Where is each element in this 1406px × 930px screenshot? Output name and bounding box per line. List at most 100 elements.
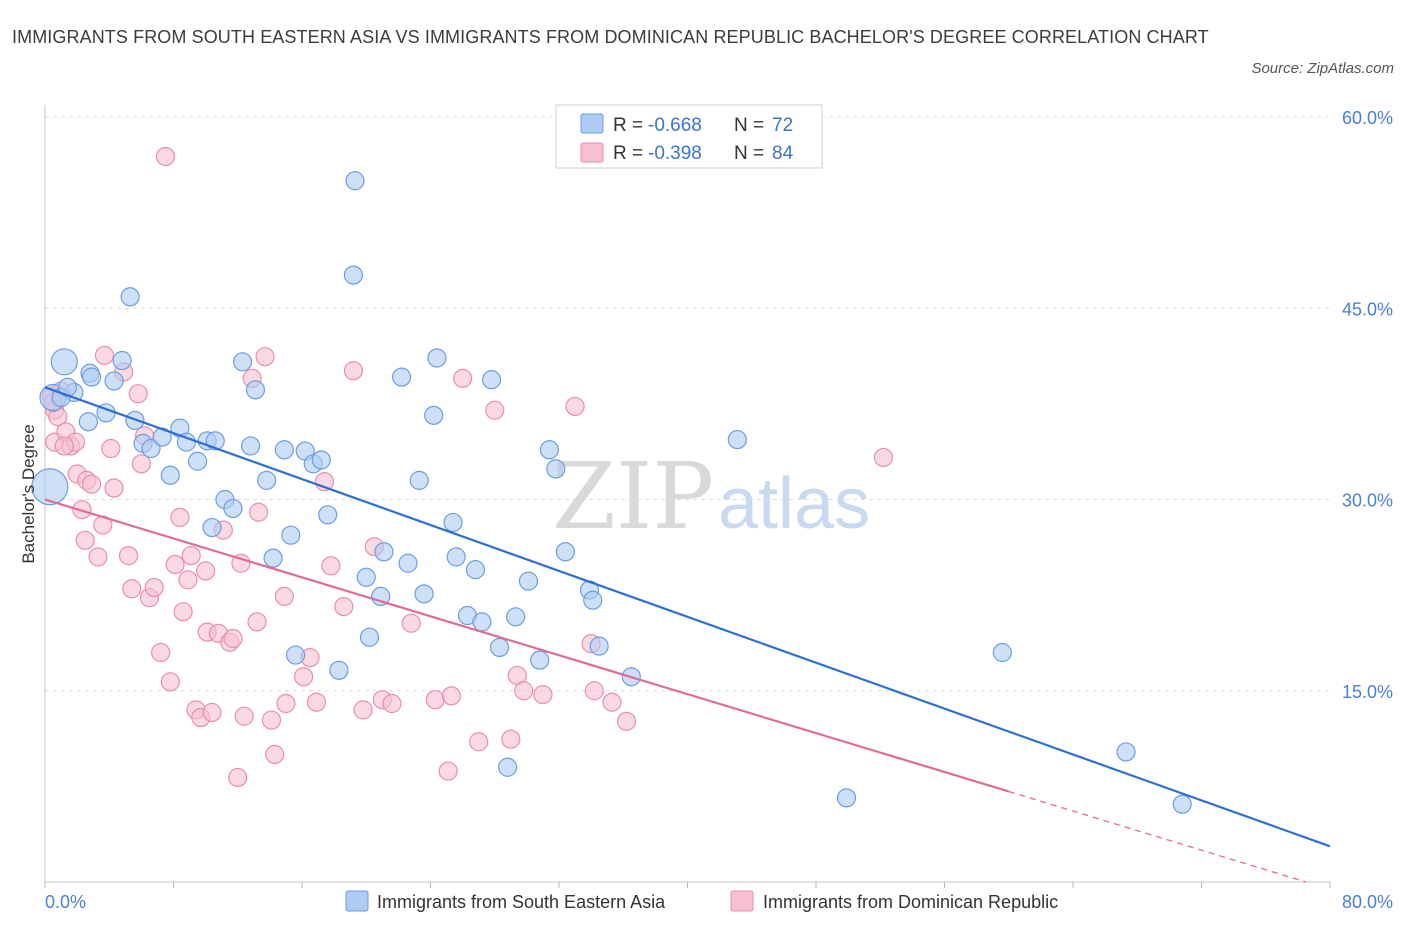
point-dominican-republic (247, 612, 267, 632)
point-south-eastern-asia (539, 440, 559, 460)
point-south-eastern-asia (583, 590, 603, 610)
point-south-eastern-asia (424, 405, 444, 425)
trend-lines (44, 386, 1331, 883)
watermark-atlas: atlas (718, 464, 870, 544)
series-dominican-republic-points (41, 146, 894, 788)
point-south-eastern-asia (202, 517, 222, 538)
point-dominican-republic (533, 684, 553, 705)
chart-title: IMMIGRANTS FROM SOUTH EASTERN ASIA VS IM… (12, 27, 1209, 47)
legend-swatch-blue (580, 113, 604, 134)
point-dominican-republic (274, 586, 294, 607)
point-dominican-republic (438, 761, 458, 781)
point-dominican-republic (81, 474, 102, 494)
point-south-eastern-asia (498, 757, 518, 777)
point-south-eastern-asia (472, 612, 492, 632)
point-dominican-republic (151, 642, 171, 663)
point-south-eastern-asia (141, 438, 161, 459)
point-south-eastern-asia (427, 348, 447, 368)
point-south-eastern-asia (359, 627, 380, 647)
point-dominican-republic (228, 767, 248, 788)
trendline-dominican-republic-extrapolated (1008, 790, 1307, 883)
point-dominican-republic (160, 672, 180, 692)
point-south-eastern-asia (257, 470, 277, 490)
point-dominican-republic (602, 692, 622, 712)
point-dominican-republic (306, 692, 327, 712)
point-dominican-republic (165, 554, 185, 575)
point-dominican-republic (122, 579, 142, 599)
point-south-eastern-asia (443, 512, 463, 533)
point-south-eastern-asia (160, 465, 180, 485)
point-south-eastern-asia (81, 367, 102, 387)
point-dominican-republic (276, 693, 296, 714)
point-dominican-republic (54, 436, 74, 456)
point-dominican-republic (118, 545, 139, 566)
point-south-eastern-asia (465, 560, 486, 580)
point-dominican-republic (144, 577, 164, 598)
point-south-eastern-asia (518, 571, 539, 591)
point-dominican-republic (202, 702, 222, 723)
legend-r-value-2: -0.398 (648, 143, 702, 164)
point-dominican-republic (196, 561, 216, 581)
point-dominican-republic (425, 690, 445, 710)
point-south-eastern-asia (727, 429, 747, 450)
point-dominican-republic (353, 700, 373, 720)
point-south-eastern-asia (285, 645, 306, 665)
gridlines (45, 116, 1330, 692)
point-dominican-republic (88, 547, 108, 567)
source-credit: Source: ZipAtlas.com (1251, 60, 1394, 77)
bottom-legend-label-blue: Immigrants from South Eastern Asia (377, 892, 666, 912)
point-south-eastern-asia (104, 371, 124, 391)
legend-n-value-2: 84 (772, 143, 794, 164)
point-dominican-republic (265, 744, 285, 765)
point-dominican-republic (255, 347, 275, 367)
bottom-legend-swatch-pink (730, 890, 754, 912)
point-dominican-republic (170, 507, 190, 527)
point-south-eastern-asia (992, 642, 1012, 663)
point-south-eastern-asia (245, 380, 266, 400)
point-dominican-republic (155, 146, 176, 167)
bottom-legend-swatch-blue (345, 890, 369, 912)
point-dominican-republic (75, 530, 95, 550)
point-dominican-republic (382, 693, 402, 714)
point-dominican-republic (401, 613, 421, 633)
point-south-eastern-asia (223, 498, 243, 519)
y-axis-title: Bachelor's Degree (19, 424, 38, 563)
point-south-eastern-asia (1116, 742, 1136, 762)
bottom-legend: Immigrants from South Eastern Asia Immig… (345, 890, 1058, 912)
point-south-eastern-asia (241, 436, 261, 456)
point-south-eastern-asia (374, 542, 394, 562)
point-dominican-republic (249, 502, 269, 522)
point-dominican-republic (234, 706, 254, 726)
point-dominican-republic (223, 628, 243, 649)
y-tick-label-30: 30.0% (1342, 491, 1393, 511)
point-dominican-republic (321, 556, 341, 576)
y-tick-label-60: 60.0% (1342, 108, 1393, 128)
point-dominican-republic (584, 681, 604, 701)
trendline-dominican-republic (44, 498, 1010, 793)
point-south-eastern-asia (50, 348, 78, 376)
trendline-south-eastern-asia (44, 386, 1331, 848)
point-dominican-republic (334, 596, 354, 617)
point-south-eastern-asia (120, 287, 140, 307)
point-dominican-republic (178, 570, 198, 590)
point-dominican-republic (616, 711, 637, 731)
point-south-eastern-asia (31, 468, 69, 506)
point-south-eastern-asia (589, 636, 609, 656)
point-south-eastern-asia (318, 505, 338, 525)
point-south-eastern-asia (343, 265, 363, 285)
point-south-eastern-asia (345, 171, 365, 191)
point-south-eastern-asia (232, 352, 253, 372)
point-south-eastern-asia (409, 470, 429, 490)
legend-r-label-2: R = (613, 143, 643, 164)
point-south-eastern-asia (263, 548, 283, 568)
point-south-eastern-asia (1172, 794, 1192, 814)
point-dominican-republic (173, 602, 193, 622)
point-south-eastern-asia (112, 350, 132, 371)
point-dominican-republic (294, 667, 314, 687)
point-dominican-republic (131, 454, 151, 474)
point-dominican-republic (514, 681, 534, 701)
point-south-eastern-asia (836, 788, 857, 808)
point-south-eastern-asia (414, 584, 434, 604)
point-south-eastern-asia (329, 660, 349, 680)
